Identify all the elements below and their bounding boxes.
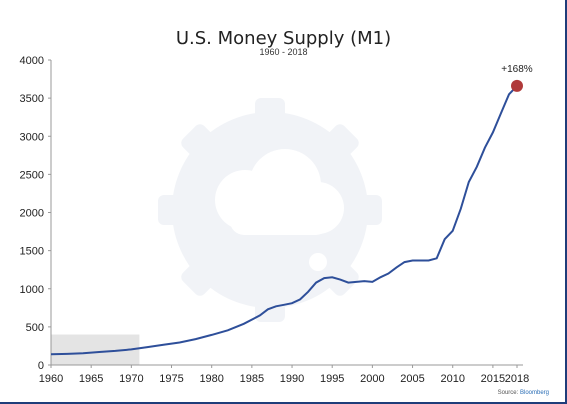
series-line (50, 85, 518, 356)
x-tick-label: 1975 (159, 373, 183, 385)
x-tick-label: 1965 (79, 373, 103, 385)
y-tick-label: 500 (26, 322, 44, 334)
y-tick-label: 0 (38, 360, 44, 372)
y-tick-label: 1500 (20, 246, 44, 258)
y-tick-label: 3500 (20, 93, 44, 105)
x-tick-label: 1985 (240, 373, 264, 385)
annotation-label: +168% (501, 64, 533, 75)
y-tick-label: 3000 (20, 131, 44, 143)
chart-title: U.S. Money Supply (M1) (175, 28, 392, 49)
highlight-point (511, 79, 523, 92)
x-tick-label: 1995 (320, 373, 344, 385)
source-note: Source: Bloomberg (498, 390, 549, 396)
chart-subtitle: 1960 - 2018 (259, 47, 308, 57)
source-label: Source: (497, 390, 519, 396)
x-tick-label: 1960 (39, 373, 63, 385)
x-tick-label: 2000 (360, 373, 384, 385)
source-brand: Bloomberg (519, 390, 549, 396)
y-tick-label: 2000 (20, 208, 44, 220)
y-tick-label: 1000 (20, 284, 44, 296)
x-tick-label: 1990 (280, 373, 304, 385)
cloud-watermark-icon (215, 149, 344, 271)
x-tick-label: 2010 (440, 373, 464, 385)
x-tick-label: 2015 (481, 373, 505, 385)
y-tick-label: 2500 (20, 169, 44, 181)
x-tick-label: 1970 (119, 373, 143, 385)
y-tick-label: 4000 (20, 55, 44, 67)
x-tick-label: 1980 (199, 373, 223, 385)
x-tick-label: 2005 (400, 373, 424, 385)
x-tick-label: 2018 (505, 373, 529, 385)
